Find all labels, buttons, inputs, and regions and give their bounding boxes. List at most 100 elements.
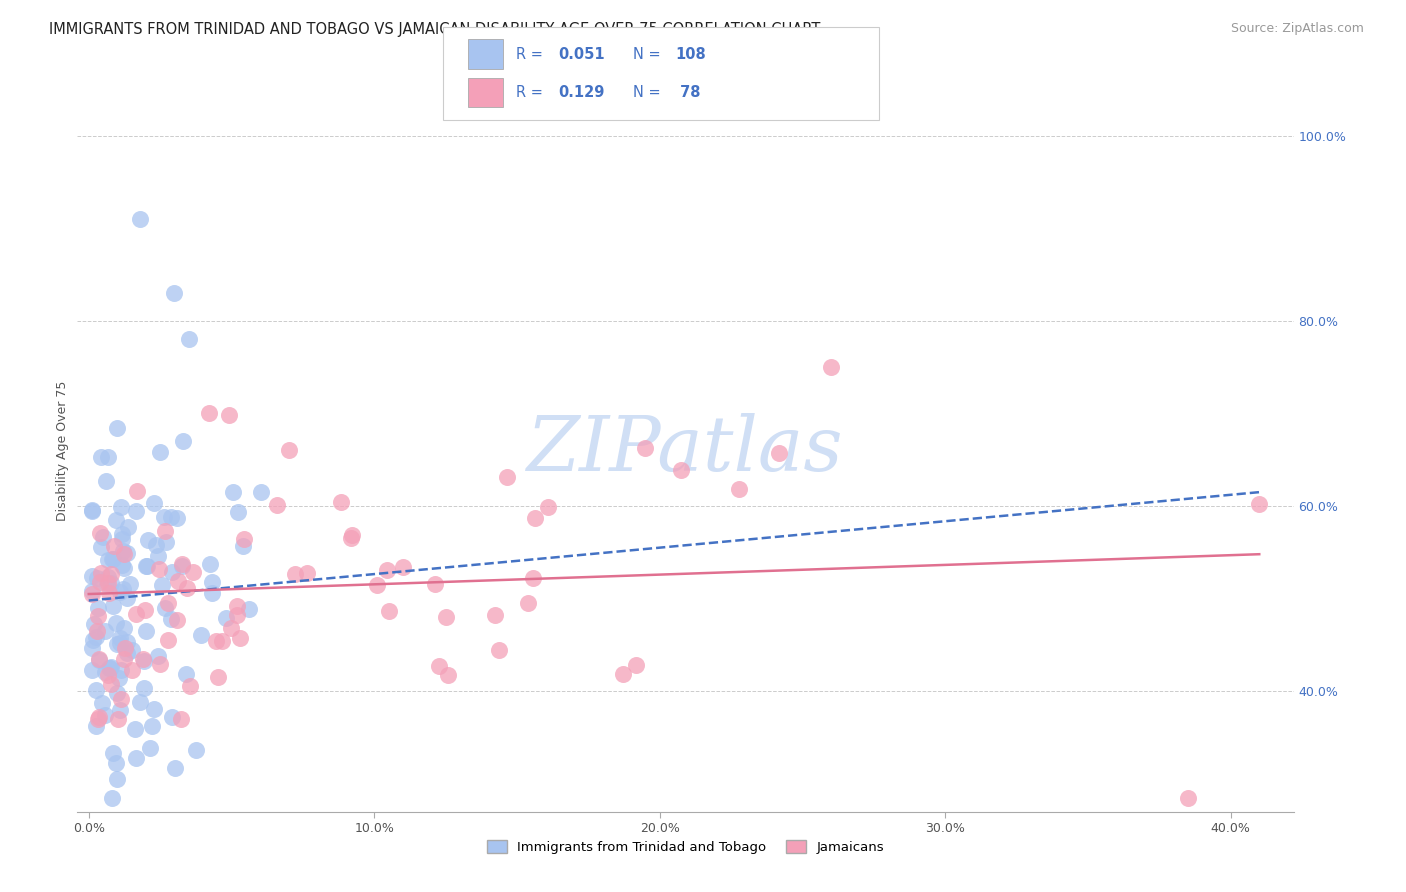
Point (105, 615, 128, 630)
Point (105, 513, 128, 527)
Point (174, 666, 197, 681)
Point (80, 584, 103, 599)
Point (768, 446, 790, 460)
Point (517, 596, 540, 610)
Point (215, 611, 238, 625)
Point (100, 575, 122, 590)
Point (89, 526, 111, 541)
Point (136, 558, 159, 573)
Point (105, 637, 128, 651)
Point (114, 641, 136, 656)
Point (145, 538, 167, 552)
Point (118, 577, 141, 591)
Point (159, 612, 181, 626)
Point (139, 740, 162, 755)
Point (132, 681, 155, 696)
Point (207, 670, 229, 684)
Point (149, 445, 172, 459)
Point (112, 547, 135, 561)
Point (160, 565, 183, 579)
Point (132, 652, 155, 666)
Point (392, 560, 415, 574)
Point (221, 485, 243, 500)
Point (537, 500, 560, 514)
Point (115, 591, 138, 605)
Point (108, 671, 131, 685)
Point (177, 332, 200, 346)
Point (96, 475, 118, 489)
Point (378, 604, 401, 618)
Point (112, 561, 135, 575)
Point (90, 450, 112, 465)
Point (134, 603, 156, 617)
Text: 78: 78 (675, 86, 700, 100)
Point (423, 576, 446, 591)
Point (340, 532, 363, 546)
Point (143, 702, 166, 716)
Point (110, 703, 132, 717)
Point (117, 520, 139, 534)
Point (125, 607, 148, 621)
Text: IMMIGRANTS FROM TRINIDAD AND TOBAGO VS JAMAICAN DISABILITY AGE OVER 75 CORRELATI: IMMIGRANTS FROM TRINIDAD AND TOBAGO VS J… (49, 22, 821, 37)
Point (277, 443, 299, 458)
Point (82, 633, 104, 648)
Point (488, 643, 510, 657)
Point (87, 601, 110, 615)
Text: ZIPatlas: ZIPatlas (527, 414, 844, 487)
Point (166, 614, 188, 628)
Point (87, 609, 110, 624)
Point (232, 532, 254, 546)
Point (80, 663, 103, 677)
Point (86, 571, 108, 585)
Point (83, 617, 105, 632)
Point (108, 631, 131, 645)
Point (110, 558, 132, 573)
Point (181, 565, 204, 579)
Text: R =: R = (516, 86, 547, 100)
Point (90, 541, 112, 555)
Point (94, 707, 117, 722)
Point (166, 511, 188, 525)
Point (86, 624, 108, 639)
Point (375, 563, 398, 577)
Point (295, 566, 318, 580)
Point (153, 524, 176, 539)
Point (211, 634, 233, 648)
Point (624, 657, 647, 672)
Legend: Immigrants from Trinidad and Tobago, Jamaicans: Immigrants from Trinidad and Tobago, Jam… (481, 835, 890, 859)
Point (179, 679, 201, 693)
Point (84, 718, 107, 732)
Point (342, 528, 364, 542)
Point (172, 557, 194, 571)
Point (229, 631, 252, 645)
Point (162, 710, 184, 724)
Point (111, 544, 134, 558)
Text: R =: R = (516, 47, 547, 62)
Point (201, 586, 224, 600)
Point (110, 663, 132, 677)
Point (197, 406, 219, 420)
Point (148, 648, 170, 663)
Point (148, 562, 170, 576)
Point (80, 569, 103, 583)
Text: N =: N = (633, 47, 665, 62)
Text: N =: N = (633, 86, 665, 100)
Point (87, 710, 110, 724)
Point (266, 499, 288, 513)
Point (89, 575, 111, 590)
Point (97, 575, 120, 590)
Point (94, 624, 117, 638)
Point (129, 695, 152, 709)
Point (101, 746, 124, 760)
Point (612, 667, 634, 681)
Point (112, 651, 135, 665)
Point (100, 677, 122, 691)
Point (132, 654, 155, 668)
Point (121, 663, 143, 677)
Point (484, 608, 506, 623)
Point (190, 628, 212, 642)
Point (218, 408, 240, 422)
Point (82, 641, 104, 656)
Point (149, 657, 172, 671)
Point (105, 686, 128, 700)
